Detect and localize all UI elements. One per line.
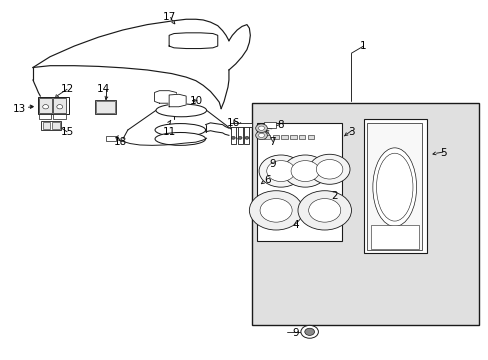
Text: 7: 7: [269, 138, 275, 148]
Ellipse shape: [156, 104, 206, 117]
Bar: [251, 103, 478, 325]
Text: 18: 18: [114, 138, 127, 148]
Bar: [264, 122, 276, 128]
Circle shape: [308, 199, 340, 222]
Bar: [52, 122, 60, 129]
Text: 2: 2: [330, 191, 337, 201]
Circle shape: [290, 161, 319, 181]
Text: 15: 15: [61, 127, 74, 137]
Text: 5: 5: [440, 148, 446, 158]
Text: 4: 4: [292, 220, 298, 230]
Circle shape: [300, 325, 318, 338]
Polygon shape: [169, 94, 186, 107]
Circle shape: [244, 136, 248, 139]
Bar: [264, 135, 270, 139]
Bar: [307, 135, 313, 139]
Text: 12: 12: [61, 84, 74, 94]
Text: 11: 11: [162, 127, 175, 137]
Circle shape: [283, 155, 326, 187]
Bar: [53, 98, 66, 113]
Bar: [41, 121, 61, 130]
Text: 13: 13: [13, 104, 26, 113]
Bar: [366, 123, 422, 249]
Circle shape: [57, 105, 62, 109]
Bar: [39, 113, 51, 119]
Circle shape: [297, 191, 351, 230]
Text: 9: 9: [269, 159, 275, 169]
Bar: [229, 123, 251, 127]
Bar: [39, 98, 52, 113]
Circle shape: [316, 159, 342, 179]
Circle shape: [259, 155, 302, 187]
Circle shape: [255, 131, 267, 140]
Bar: [370, 225, 418, 249]
Bar: [96, 102, 115, 113]
Bar: [42, 122, 50, 129]
Circle shape: [266, 161, 295, 181]
Ellipse shape: [155, 123, 205, 136]
Text: 6: 6: [264, 175, 271, 185]
Bar: [363, 119, 426, 253]
Circle shape: [304, 328, 314, 336]
Text: 14: 14: [97, 84, 110, 94]
Circle shape: [249, 191, 302, 230]
Bar: [38, 97, 69, 114]
Text: 3: 3: [347, 127, 354, 137]
Ellipse shape: [155, 132, 205, 145]
Ellipse shape: [372, 148, 416, 226]
Bar: [272, 135, 279, 139]
Circle shape: [258, 126, 264, 130]
Ellipse shape: [376, 153, 412, 221]
Bar: [106, 136, 116, 141]
Circle shape: [258, 133, 264, 138]
Text: 10: 10: [189, 96, 202, 107]
Bar: [237, 123, 242, 144]
Text: 17: 17: [162, 13, 175, 22]
Text: 16: 16: [227, 118, 240, 128]
Circle shape: [255, 124, 267, 132]
Circle shape: [260, 199, 291, 222]
Circle shape: [42, 105, 48, 109]
Text: 8: 8: [277, 120, 284, 130]
Bar: [53, 113, 65, 119]
Polygon shape: [154, 91, 176, 103]
Text: 9: 9: [292, 328, 299, 338]
Circle shape: [231, 136, 235, 139]
Circle shape: [308, 154, 349, 184]
Bar: [256, 123, 341, 241]
Bar: [230, 123, 235, 144]
Bar: [289, 135, 296, 139]
Bar: [95, 100, 116, 114]
Bar: [298, 135, 305, 139]
Circle shape: [238, 136, 242, 139]
Bar: [281, 135, 287, 139]
Text: 1: 1: [360, 41, 366, 51]
Bar: [244, 123, 249, 144]
